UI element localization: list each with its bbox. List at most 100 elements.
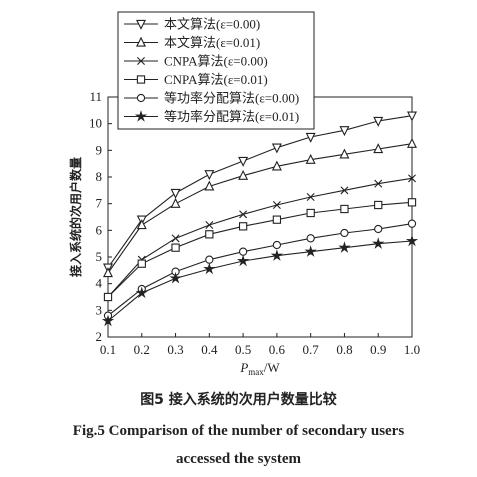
point-marker <box>305 132 316 143</box>
series-line <box>107 177 413 298</box>
point-marker <box>374 179 383 188</box>
legend-marker <box>136 19 146 30</box>
point-marker <box>306 193 315 201</box>
point-marker <box>338 241 351 253</box>
point-marker <box>272 201 281 209</box>
point-marker <box>239 210 248 219</box>
legend-label: 等功率分配算法(ε=0.01) <box>164 109 299 124</box>
x-tick-label: 0.6 <box>269 342 286 357</box>
legend-label: CNPA算法(ε=0.01) <box>164 72 268 87</box>
legend-marker <box>136 36 146 47</box>
point-marker <box>340 186 349 195</box>
legend-label: 等功率分配算法(ε=0.00) <box>164 91 299 106</box>
point-marker <box>238 222 248 231</box>
point-marker <box>171 234 180 243</box>
point-marker <box>407 198 417 207</box>
series-line <box>107 201 413 298</box>
point-marker <box>305 153 316 164</box>
point-marker <box>238 169 249 180</box>
point-marker <box>272 240 282 250</box>
point-marker <box>270 249 283 261</box>
x-label-unit: /W <box>264 360 281 375</box>
legend-label: CNPA算法(ε=0.00) <box>164 54 268 69</box>
point-marker <box>272 215 282 224</box>
series-line <box>107 223 413 317</box>
point-marker <box>103 267 113 278</box>
legend-marker <box>136 93 146 103</box>
x-label-sub: max <box>248 367 264 377</box>
legend-marker <box>137 57 145 65</box>
point-marker <box>171 243 180 252</box>
y-tick-label: 4 <box>96 276 103 291</box>
x-tick-label: 0.5 <box>235 342 251 357</box>
y-tick-label: 9 <box>96 142 103 157</box>
point-marker <box>204 170 215 181</box>
point-marker <box>408 174 416 183</box>
point-marker <box>238 247 248 256</box>
y-tick-label: 7 <box>96 196 103 211</box>
point-marker <box>205 230 214 239</box>
legend-marker <box>136 75 146 84</box>
point-marker <box>101 314 115 327</box>
point-marker <box>103 292 113 302</box>
point-marker <box>407 219 417 228</box>
x-tick-label: 1.0 <box>404 342 420 357</box>
point-marker <box>238 156 249 167</box>
point-marker <box>374 200 383 210</box>
y-tick-label: 3 <box>96 302 103 317</box>
point-marker <box>271 143 282 154</box>
y-tick-label: 2 <box>96 329 103 344</box>
point-marker <box>205 221 214 229</box>
y-tick-label: 6 <box>96 222 103 237</box>
point-marker <box>169 271 182 284</box>
legend-box <box>117 11 315 130</box>
point-marker <box>339 148 350 159</box>
point-marker <box>203 262 216 275</box>
point-marker <box>340 204 349 214</box>
point-marker <box>135 286 148 299</box>
caption-en: Fig.5 Comparison of the number of second… <box>72 423 405 467</box>
point-marker <box>271 160 282 171</box>
chart: 接入系统的次用户数量 Pmax/W 2 3 4 5 6 7 8 9 10 11 0.1 0.2 0.3 0… <box>68 11 420 377</box>
y-tick-label: 8 <box>96 169 103 184</box>
point-marker <box>373 116 384 127</box>
x-tick-label: 0.7 <box>303 342 320 357</box>
point-marker <box>136 219 147 230</box>
series-line <box>107 115 413 268</box>
point-marker <box>170 188 181 199</box>
point-marker <box>205 255 214 264</box>
x-tick-label: 0.3 <box>167 342 183 357</box>
legend-label: 本文算法(ε=0.01) <box>164 35 260 50</box>
x-tick-label: 0.8 <box>336 342 352 357</box>
point-marker <box>237 254 250 267</box>
point-marker <box>306 234 315 243</box>
x-tick-label: 0.4 <box>201 342 218 357</box>
x-tick-label: 0.9 <box>370 342 386 357</box>
y-tick-label: 5 <box>96 249 103 264</box>
x-tick-label: 0.2 <box>134 342 150 357</box>
x-tick-label: 0.1 <box>100 342 116 357</box>
point-marker <box>407 111 417 122</box>
point-marker <box>137 259 146 268</box>
y-tick-label: 10 <box>89 116 102 131</box>
y-axis-label: 接入系统的次用户数量 <box>68 157 83 277</box>
point-marker <box>372 237 385 249</box>
caption-cn: 图5 接入系统的次用户数量比较 <box>140 392 337 408</box>
legend-label: 本文算法(ε=0.00) <box>164 17 260 32</box>
series-line <box>107 143 413 274</box>
point-marker <box>405 234 419 247</box>
point-marker <box>339 126 350 137</box>
legend-marker <box>134 110 148 122</box>
point-marker <box>340 228 349 238</box>
x-label-base: P <box>239 360 248 375</box>
x-axis-label: Pmax/W <box>239 360 280 377</box>
y-tick-label: 11 <box>89 89 102 104</box>
point-marker <box>407 137 417 148</box>
point-marker <box>304 245 317 257</box>
point-marker <box>374 224 383 234</box>
point-marker <box>204 180 215 191</box>
series-line <box>107 240 413 322</box>
point-marker <box>306 208 315 218</box>
point-marker <box>373 143 384 154</box>
